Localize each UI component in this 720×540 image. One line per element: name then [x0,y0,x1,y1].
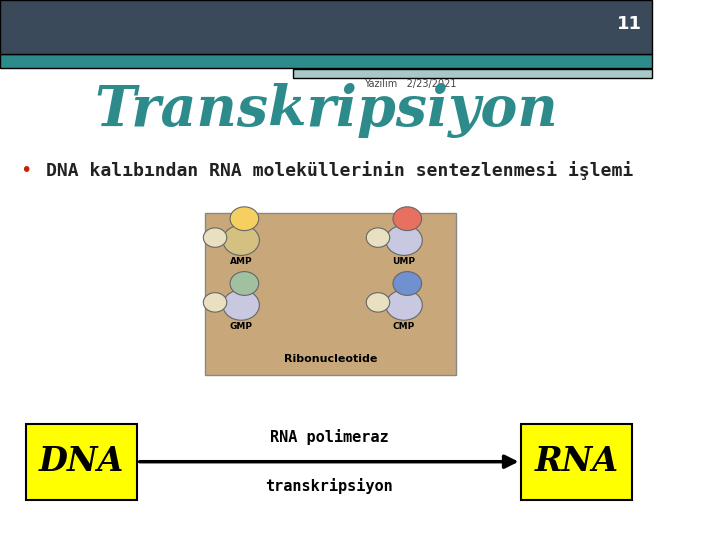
Circle shape [386,290,423,320]
Text: CMP: CMP [393,322,415,331]
Circle shape [393,207,422,231]
Circle shape [203,293,227,312]
Circle shape [230,207,258,231]
Circle shape [223,290,259,320]
Text: AMP: AMP [230,258,253,266]
Text: Transkripsiyon: Transkripsiyon [94,83,558,138]
FancyBboxPatch shape [0,54,652,68]
FancyBboxPatch shape [293,69,652,78]
Circle shape [203,228,227,247]
Circle shape [366,293,390,312]
FancyBboxPatch shape [0,0,652,54]
Text: Yazılım   2/23/2021: Yazılım 2/23/2021 [364,79,456,89]
Circle shape [386,225,423,255]
FancyBboxPatch shape [205,213,456,375]
FancyBboxPatch shape [521,424,632,500]
Text: DNA kalıbından RNA moleküllerinin sentezlenmesi işlemi: DNA kalıbından RNA moleküllerinin sentez… [45,160,633,180]
Text: 11: 11 [617,15,642,33]
FancyBboxPatch shape [26,424,137,500]
Text: Ribonucleotide: Ribonucleotide [284,354,377,364]
Text: RNA polimeraz: RNA polimeraz [270,429,388,445]
Text: transkripsiyon: transkripsiyon [265,478,393,494]
Text: DNA: DNA [39,445,124,478]
Text: UMP: UMP [392,258,415,266]
Circle shape [393,272,422,295]
Text: GMP: GMP [230,322,253,331]
Circle shape [230,272,258,295]
Circle shape [366,228,390,247]
Text: RNA: RNA [535,445,618,478]
Circle shape [223,225,259,255]
Text: •: • [20,160,32,180]
